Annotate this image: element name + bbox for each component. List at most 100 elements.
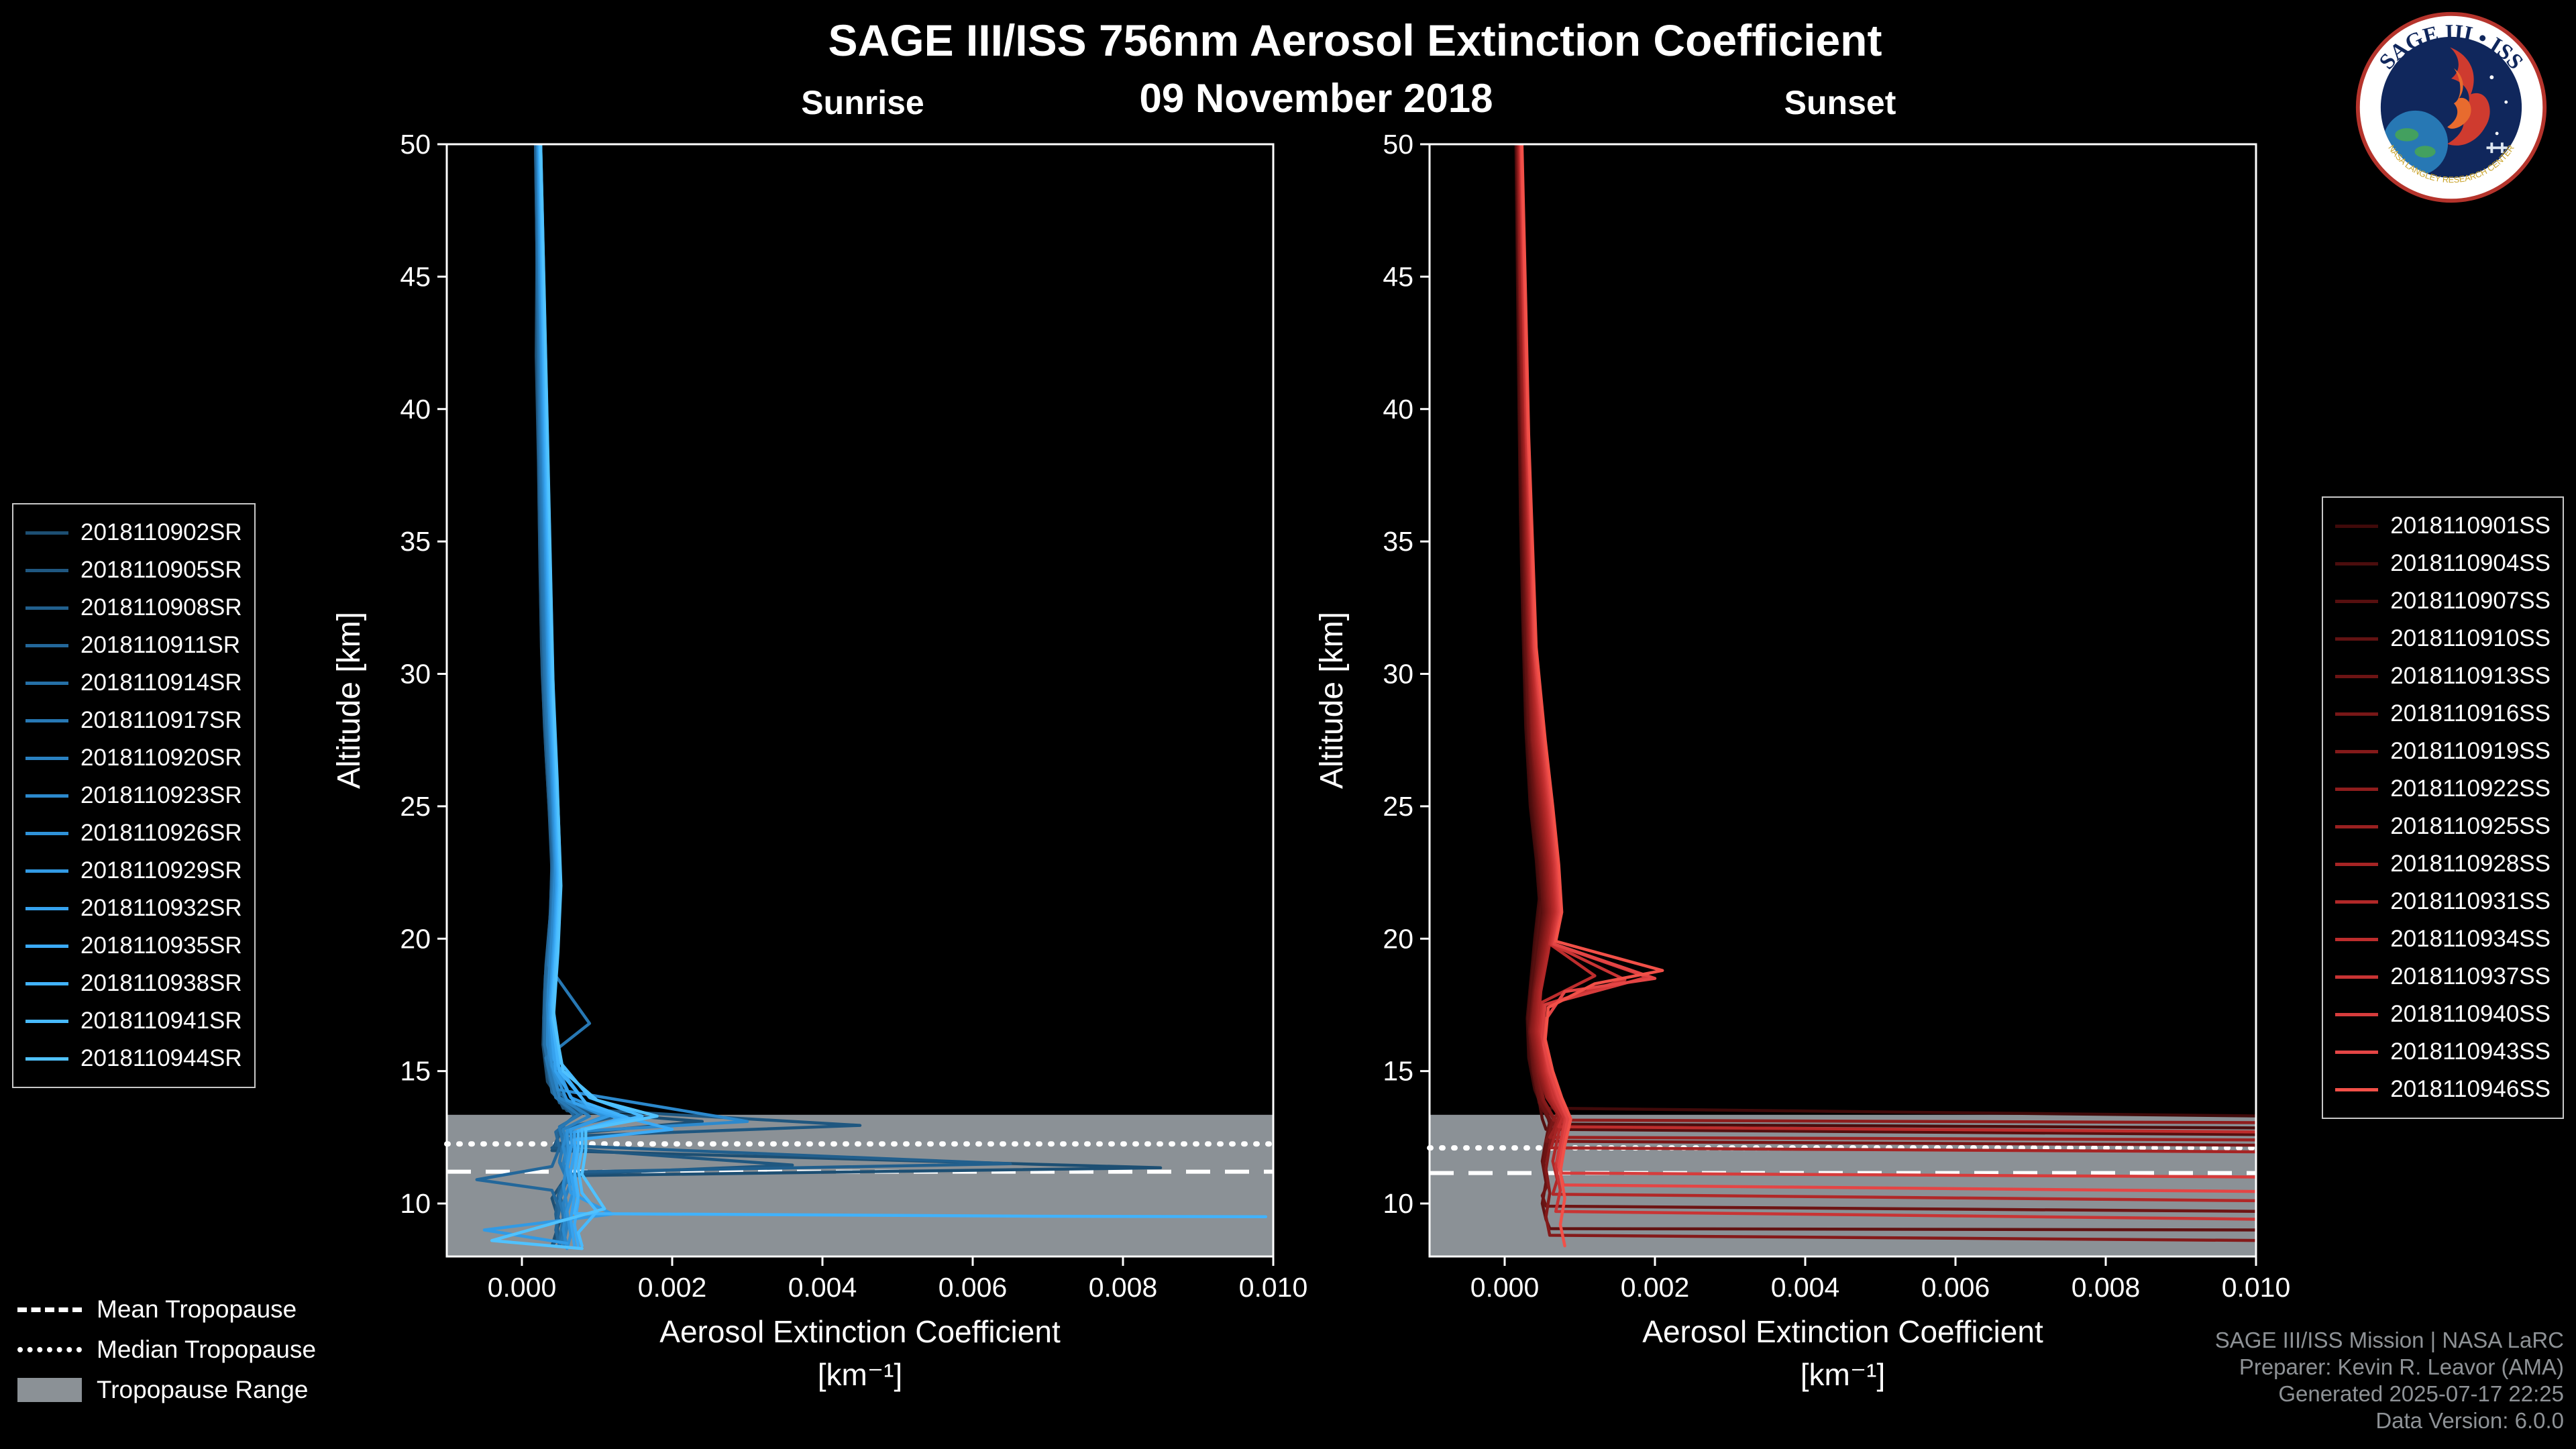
x-tick-label: 0.008 — [1089, 1272, 1158, 1303]
tropopause-range-swatch-icon — [17, 1378, 82, 1402]
median-tropopause-label: Median Tropopause — [97, 1336, 317, 1363]
legend-label: 2018110940SS — [2390, 1001, 2551, 1027]
figure-date: 09 November 2018 — [1139, 76, 1493, 121]
legend-item: 2018110932SR — [25, 890, 242, 927]
x-axis-label: Aerosol Extinction Coefficient — [659, 1314, 1061, 1349]
legend-item: 2018110919SS — [2335, 733, 2551, 770]
profile-line — [1518, 144, 2256, 1154]
legend-label: 2018110943SS — [2390, 1038, 2551, 1065]
legend-label: 2018110931SS — [2390, 888, 2551, 914]
sunset-legend-items: 2018110901SS 2018110904SS 2018110907SS 2018… — [2335, 507, 2551, 1108]
legend-label: 2018110902SR — [80, 519, 242, 545]
profile-line — [490, 144, 659, 1250]
legend-label: 2018110923SR — [80, 782, 242, 808]
legend-line-swatch-icon — [25, 756, 68, 760]
legend-item: 2018110928SS — [2335, 845, 2551, 883]
legend-label: 2018110926SR — [80, 820, 242, 846]
legend-line-swatch-icon — [2335, 712, 2379, 716]
legend-line-swatch-icon — [2335, 1050, 2379, 1054]
legend-item: 2018110938SR — [25, 965, 242, 1002]
star-icon — [2489, 75, 2494, 80]
x-axis-unit: [km⁻¹] — [1801, 1357, 1885, 1392]
y-tick-label: 50 — [1383, 129, 1413, 160]
tropopause-range-label: Tropopause Range — [97, 1376, 309, 1403]
sunset-legend: 2018110901SS 2018110904SS 2018110907SS 2018… — [2322, 496, 2564, 1119]
legend-item: 2018110943SS — [2335, 1033, 2551, 1071]
legend-label: 2018110916SS — [2390, 700, 2551, 727]
tropopause-legend-row: Mean Tropopause — [17, 1289, 316, 1330]
legend-line-swatch-icon — [2335, 937, 2379, 941]
x-tick-label: 0.002 — [1621, 1272, 1690, 1303]
legend-item: 2018110917SR — [25, 702, 242, 739]
y-tick-label: 30 — [400, 659, 431, 690]
legend-label: 2018110917SR — [80, 707, 242, 733]
profile-line — [1517, 144, 2256, 1142]
legend-item: 2018110910SS — [2335, 620, 2551, 657]
legend-line-swatch-icon — [2335, 749, 2379, 753]
legend-line-swatch-icon — [25, 906, 68, 910]
x-tick-label: 0.006 — [1921, 1272, 1990, 1303]
legend-label: 2018110914SR — [80, 669, 242, 696]
mean-tropopause-line-icon — [17, 1307, 82, 1312]
sun-figure-icon — [2447, 47, 2490, 146]
legend-item: 2018110935SR — [25, 927, 242, 965]
legend-line-swatch-icon — [2335, 900, 2379, 904]
y-axis-label: Altitude [km] — [331, 612, 367, 789]
legend-line-swatch-icon — [25, 794, 68, 798]
legend-label: 2018110920SR — [80, 745, 242, 771]
plot-frame — [1428, 143, 2257, 1258]
profile-line — [1515, 144, 2256, 1213]
tropopause-legend-row: Tropopause Range — [17, 1370, 316, 1410]
profile-line — [1516, 144, 2256, 1242]
legend-label: 2018110928SS — [2390, 851, 2551, 877]
legend-item: 2018110923SR — [25, 777, 242, 814]
legend-line-swatch-icon — [2335, 1087, 2379, 1091]
legend-item: 2018110920SR — [25, 739, 242, 777]
legend-label: 2018110913SS — [2390, 663, 2551, 689]
legend-line-swatch-icon — [25, 531, 68, 535]
x-tick-label: 0.010 — [2222, 1272, 2291, 1303]
y-tick-label: 45 — [1383, 261, 1413, 292]
legend-item: 2018110926SR — [25, 814, 242, 852]
legend-item: 2018110946SS — [2335, 1071, 2551, 1108]
legend-label: 2018110938SR — [80, 970, 242, 996]
legend-line-swatch-icon — [25, 643, 68, 647]
x-tick-label: 0.006 — [938, 1272, 1008, 1303]
y-tick-label: 40 — [400, 394, 431, 425]
legend-line-swatch-icon — [2335, 674, 2379, 678]
footer-data-version: Data Version: 6.0.0 — [2375, 1408, 2564, 1433]
legend-item: 2018110940SS — [2335, 996, 2551, 1033]
y-tick-label: 25 — [400, 791, 431, 822]
legend-line-swatch-icon — [25, 606, 68, 610]
legend-item: 2018110934SS — [2335, 920, 2551, 958]
profile-line — [1519, 144, 2256, 1179]
y-tick-label: 35 — [400, 526, 431, 557]
iss-icon — [2486, 142, 2508, 154]
y-axis-label: Altitude [km] — [1314, 612, 1350, 789]
legend-item: 2018110911SR — [25, 627, 242, 664]
legend-item: 2018110922SS — [2335, 770, 2551, 808]
profile-line — [1518, 144, 2256, 1203]
legend-item: 2018110929SR — [25, 852, 242, 890]
legend-line-swatch-icon — [2335, 1012, 2379, 1016]
sage-iss-logo: SAGE III • ISS NASA LANGLEY RESEARCH CEN… — [2355, 11, 2547, 203]
y-tick-label: 15 — [400, 1056, 431, 1087]
sunrise-panel-title: Sunrise — [801, 84, 924, 121]
panel-sunset: 10 15 20 25 30 35 40 45 50 0.000 0.002 0.004 0.006 0.… — [1314, 129, 2290, 1392]
x-tick-label: 0.002 — [638, 1272, 707, 1303]
legend-label: 2018110919SS — [2390, 738, 2551, 764]
legend-item: 2018110916SS — [2335, 695, 2551, 733]
legend-line-swatch-icon — [25, 1057, 68, 1061]
legend-line-swatch-icon — [25, 681, 68, 685]
legend-item: 2018110907SS — [2335, 582, 2551, 620]
plot-frame — [445, 143, 1275, 1258]
tropopause-legend-row: Median Tropopause — [17, 1330, 316, 1370]
legend-label: 2018110937SS — [2390, 963, 2551, 989]
legend-line-swatch-icon — [2335, 637, 2379, 641]
legend-item: 2018110937SS — [2335, 958, 2551, 996]
legend-item: 2018110914SR — [25, 664, 242, 702]
x-axis-unit: [km⁻¹] — [818, 1357, 902, 1392]
legend-label: 2018110941SR — [80, 1008, 242, 1034]
x-tick-label: 0.004 — [1771, 1272, 1840, 1303]
